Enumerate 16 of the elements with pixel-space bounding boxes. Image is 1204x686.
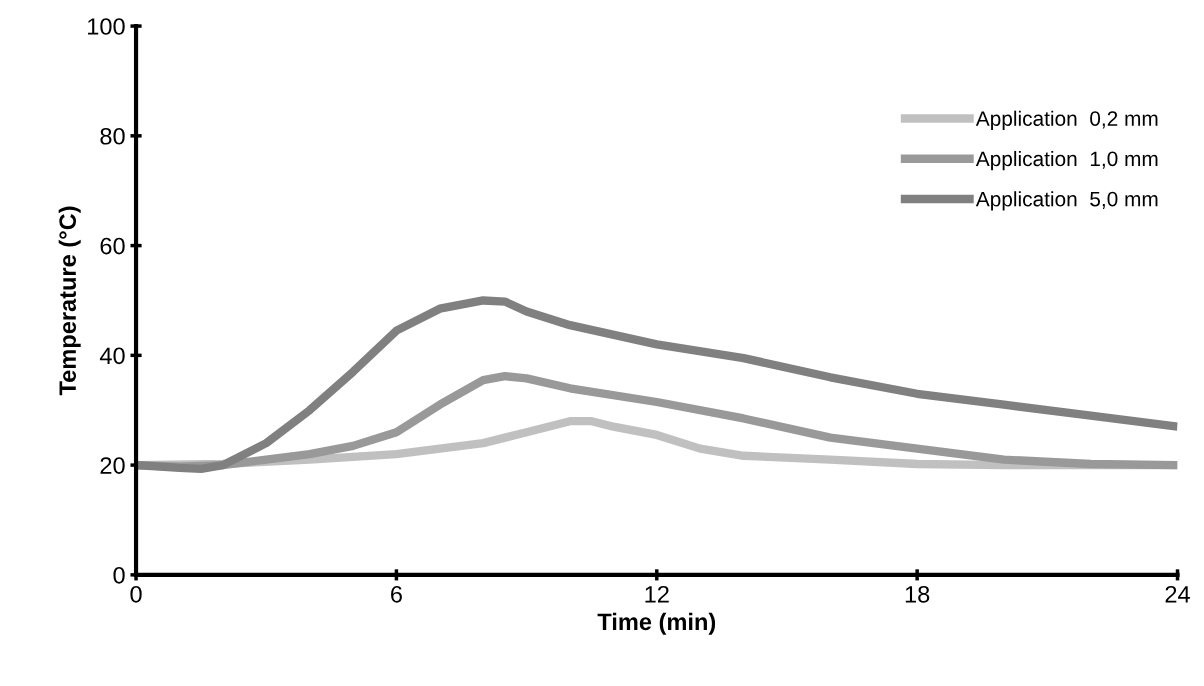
x-tick-label: 6	[391, 585, 402, 603]
y-axis-title: Temperature (°C)	[58, 206, 81, 396]
x-tick-label: 12	[645, 585, 669, 603]
y-tick-label: 0	[113, 566, 125, 584]
legend-label: Application 1,0 mm	[975, 150, 1158, 171]
y-tick-label: 80	[100, 127, 125, 145]
x-tick-label: 0	[130, 585, 142, 603]
x-tick-label: 18	[905, 585, 930, 603]
y-tick-label: 100	[88, 18, 125, 35]
legend-label: Application 5,0 mm	[975, 191, 1158, 211]
x-tick-label: 24	[1165, 585, 1190, 603]
y-tick-label: 40	[99, 347, 125, 365]
legend-label: Application 0,2 mm	[975, 110, 1158, 131]
y-tick-label: 20	[100, 457, 125, 474]
x-axis-title: Time (min)	[597, 612, 716, 635]
y-tick-label: 60	[100, 237, 125, 255]
